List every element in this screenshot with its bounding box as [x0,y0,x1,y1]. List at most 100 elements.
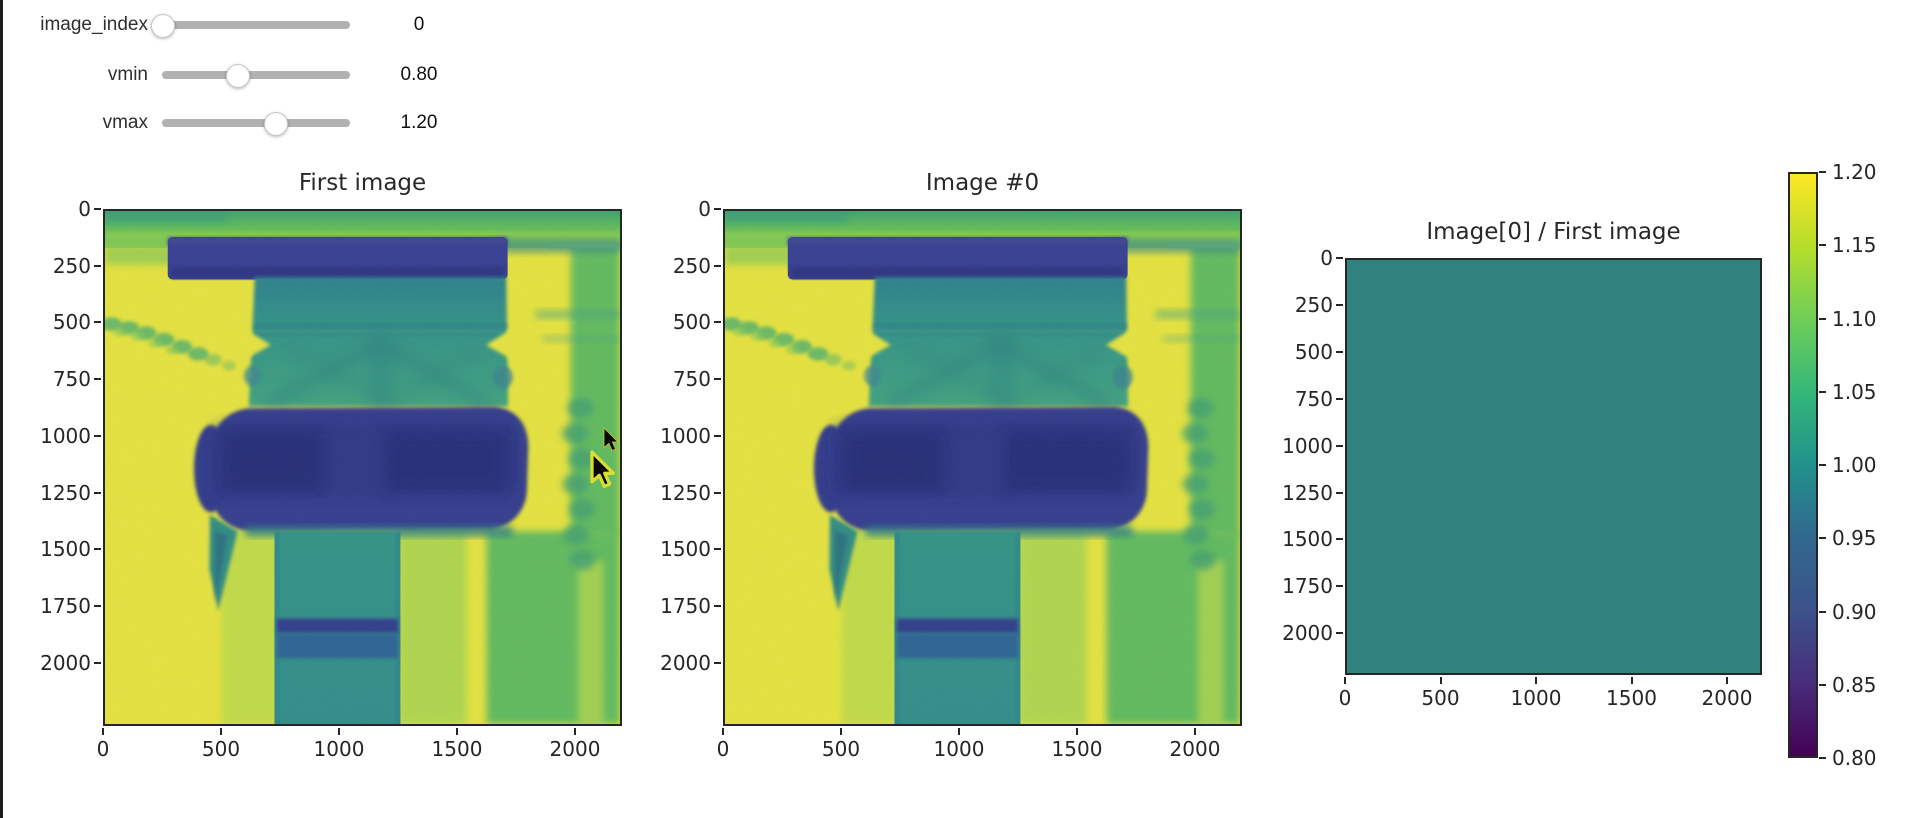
y-tick-label: 1500 [40,537,91,562]
slider-track-vmin[interactable] [162,71,350,79]
y-tick-label: 750 [672,367,711,392]
colorbar-tick-label: 1.00 [1832,453,1877,477]
plot1-image [103,209,622,726]
colorbar-tick-mark [1819,610,1826,613]
x-tick-mark [840,728,842,735]
x-tick-label: 1000 [313,737,365,761]
x-tick-label: 2000 [1169,737,1221,761]
y-tick-label: 500 [52,310,91,335]
colorbar-tick-label: 1.10 [1832,306,1877,331]
y-tick-mark [714,661,721,664]
y-tick-label: 1750 [660,593,711,618]
y-tick-label: 250 [52,253,91,278]
colorbar-tick-label: 0.85 [1832,672,1877,697]
y-tick-mark [714,604,721,607]
image0-heatmap [725,211,1240,724]
x-tick-mark [220,728,222,735]
y-tick-mark [1336,444,1343,447]
y-tick-label: 1500 [1282,527,1333,552]
slider-handle-vmin[interactable] [226,64,251,88]
y-tick-mark [94,434,101,437]
colorbar-tick-label: 0.95 [1832,526,1877,551]
y-tick-label: 0 [698,197,711,221]
colorbar-tick-label: 1.05 [1832,379,1877,404]
y-tick-mark [1336,585,1343,588]
x-tick-label: 0 [716,737,730,761]
x-tick-mark [456,728,458,735]
slider-handle-image_index[interactable] [151,14,175,38]
y-tick-mark [94,378,101,381]
x-tick-mark [958,728,960,735]
colorbar-tick-label: 0.90 [1832,599,1877,624]
x-tick-mark [1194,728,1196,735]
x-tick-label: 1500 [1051,737,1103,761]
x-tick-label: 2000 [1701,686,1753,710]
y-tick-mark [714,548,721,551]
y-tick-label: 2000 [40,650,91,675]
y-tick-label: 500 [672,310,711,335]
y-tick-mark [94,208,101,210]
y-tick-label: 1750 [40,593,91,618]
x-tick-mark [1076,728,1078,735]
colorbar [1788,172,1818,758]
x-tick-label: 2000 [549,737,601,761]
y-tick-label: 0 [1320,246,1333,270]
colorbar-tick-mark [1819,757,1826,759]
x-tick-label: 1000 [933,737,985,761]
slider-readout-vmin: 0.80 [400,64,438,85]
y-tick-mark [714,378,721,381]
y-tick-mark [714,321,721,324]
x-tick-label: 0 [96,737,110,761]
y-tick-mark [94,548,101,551]
slider-track-vmax[interactable] [162,119,350,127]
y-tick-mark [1336,538,1343,541]
slider-readout-vmax: 1.20 [400,112,438,133]
plot3-title: Image[0] / First image [1426,219,1681,245]
y-tick-label: 1000 [40,423,91,448]
y-tick-mark [714,434,721,437]
x-tick-label: 500 [821,737,861,761]
y-tick-label: 250 [672,253,711,278]
plot2-image [723,209,1242,726]
y-tick-label: 1250 [660,480,711,505]
first-image-heatmap [105,211,620,724]
colorbar-tick-mark [1819,683,1826,686]
slider-handle-vmax[interactable] [263,112,288,136]
x-tick-label: 500 [201,737,241,761]
output-left-border [0,0,3,818]
x-tick-mark [1630,677,1633,684]
colorbar-tick-label: 1.20 [1832,160,1877,184]
y-tick-label: 1000 [660,423,711,448]
y-tick-label: 1250 [1282,480,1333,505]
colorbar-tick-label: 1.15 [1832,233,1877,258]
slider-track-image_index[interactable] [162,21,350,29]
colorbar-tick-mark [1819,537,1826,540]
colorbar-tick-mark [1819,464,1826,466]
y-tick-label: 750 [1294,386,1333,411]
y-tick-mark [94,604,101,607]
y-tick-label: 500 [1294,339,1333,364]
x-tick-label: 1000 [1510,686,1562,710]
y-tick-label: 1250 [40,480,91,505]
slider-label-image-index: image_index [40,14,148,35]
x-tick-label: 1500 [431,737,483,761]
x-tick-mark [1344,677,1346,684]
mouse-cursor-icon [590,427,620,489]
slider-readout-image-index: 0 [413,14,425,35]
y-tick-label: 250 [1294,292,1333,317]
x-tick-label: 500 [1421,686,1460,710]
plot2-title: Image #0 [925,170,1040,196]
x-tick-mark [574,728,576,735]
y-tick-mark [94,321,101,324]
y-tick-mark [94,264,101,267]
y-tick-label: 1750 [1282,574,1333,599]
slider-row-image-index: image_index 0 [0,0,470,46]
y-tick-label: 750 [52,367,91,392]
y-tick-mark [714,264,721,267]
x-tick-label: 0 [1338,686,1352,710]
y-tick-mark [1336,491,1343,494]
x-tick-mark [102,728,104,735]
x-tick-mark [1439,677,1442,684]
y-tick-label: 1000 [1282,433,1333,458]
